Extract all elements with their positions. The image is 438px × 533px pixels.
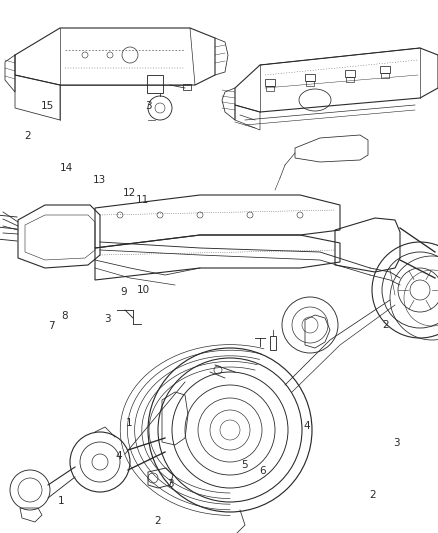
- Text: 5: 5: [241, 460, 248, 470]
- Bar: [306, 82, 314, 86]
- Text: 15: 15: [41, 101, 54, 110]
- Text: 2: 2: [369, 490, 376, 499]
- Bar: [183, 84, 191, 90]
- Text: 2: 2: [382, 320, 389, 330]
- Text: 1: 1: [126, 418, 133, 427]
- Text: 3: 3: [393, 439, 400, 448]
- Text: 3: 3: [104, 314, 111, 324]
- Text: 9: 9: [120, 287, 127, 297]
- Text: 12: 12: [123, 188, 136, 198]
- Text: 7: 7: [48, 321, 55, 331]
- Bar: [266, 86, 274, 91]
- Text: 6: 6: [259, 466, 266, 476]
- Text: 4: 4: [115, 451, 122, 461]
- Text: 2: 2: [154, 516, 161, 526]
- Text: 14: 14: [60, 164, 73, 173]
- Text: 3: 3: [167, 479, 174, 489]
- Text: 3: 3: [145, 101, 152, 110]
- Text: 2: 2: [24, 131, 31, 141]
- Text: 10: 10: [137, 286, 150, 295]
- Bar: [381, 73, 389, 78]
- Text: 11: 11: [136, 196, 149, 205]
- Text: 1: 1: [58, 496, 65, 506]
- Text: 8: 8: [61, 311, 68, 320]
- Text: 4: 4: [303, 422, 310, 431]
- Bar: [346, 77, 354, 82]
- Bar: [270, 336, 276, 350]
- Text: 13: 13: [93, 175, 106, 185]
